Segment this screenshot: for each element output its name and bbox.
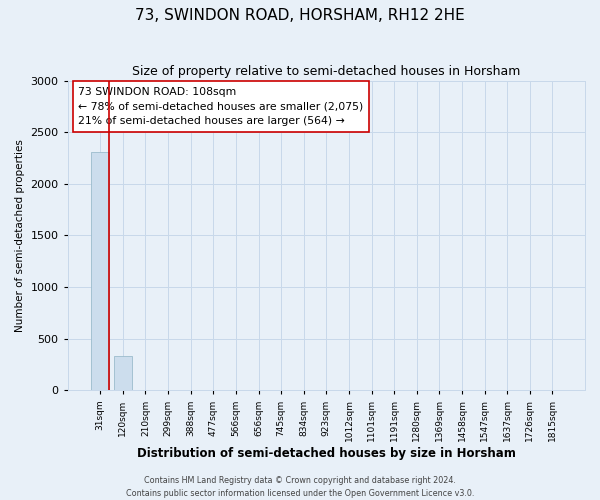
Title: Size of property relative to semi-detached houses in Horsham: Size of property relative to semi-detach… — [132, 65, 521, 78]
Y-axis label: Number of semi-detached properties: Number of semi-detached properties — [15, 139, 25, 332]
Text: 73 SWINDON ROAD: 108sqm
← 78% of semi-detached houses are smaller (2,075)
21% of: 73 SWINDON ROAD: 108sqm ← 78% of semi-de… — [78, 87, 364, 126]
X-axis label: Distribution of semi-detached houses by size in Horsham: Distribution of semi-detached houses by … — [137, 447, 516, 460]
Text: 73, SWINDON ROAD, HORSHAM, RH12 2HE: 73, SWINDON ROAD, HORSHAM, RH12 2HE — [135, 8, 465, 22]
Bar — [114, 356, 132, 390]
Text: Contains HM Land Registry data © Crown copyright and database right 2024.
Contai: Contains HM Land Registry data © Crown c… — [126, 476, 474, 498]
Bar — [91, 152, 109, 390]
